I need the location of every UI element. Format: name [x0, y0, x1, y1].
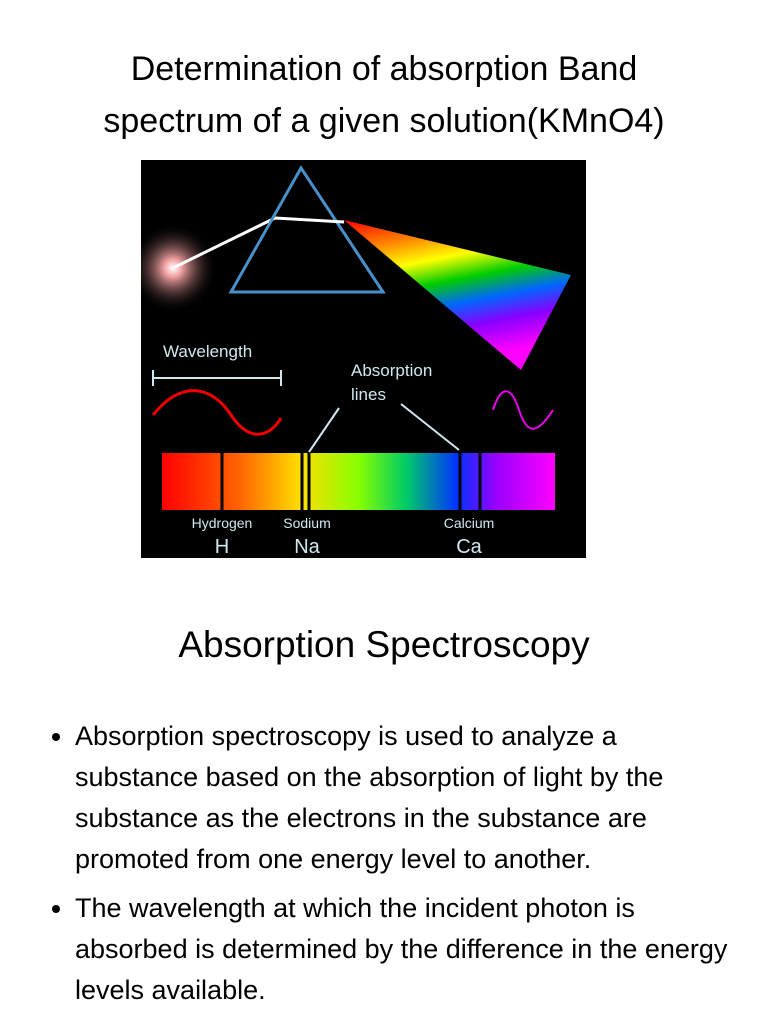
spectrum-figure: Wavelength Absorption lines Hydrogen H S… — [141, 160, 586, 558]
element-name: Hydrogen — [192, 515, 253, 531]
element-symbol: Na — [294, 536, 320, 558]
slide-title: Determination of absorption Band — [130, 50, 638, 88]
wavelength-label: Wavelength — [163, 342, 252, 361]
bullet: The wavelength at which the incident pho… — [75, 888, 735, 1011]
absorption-label: lines — [351, 385, 386, 404]
element-symbol: Ca — [456, 536, 482, 558]
element-symbol: H — [215, 536, 229, 558]
element-name: Sodium — [283, 515, 330, 531]
bullet-list: Absorption spectroscopy is used to analy… — [40, 716, 735, 1019]
slide-title: spectrum of a given solution(KMnO4) — [103, 102, 665, 140]
absorption-label: Absorption — [351, 361, 432, 380]
slide-title: Absorption Spectroscopy — [178, 624, 590, 665]
bullet: Absorption spectroscopy is used to analy… — [75, 716, 735, 880]
element-name: Calcium — [444, 515, 495, 531]
